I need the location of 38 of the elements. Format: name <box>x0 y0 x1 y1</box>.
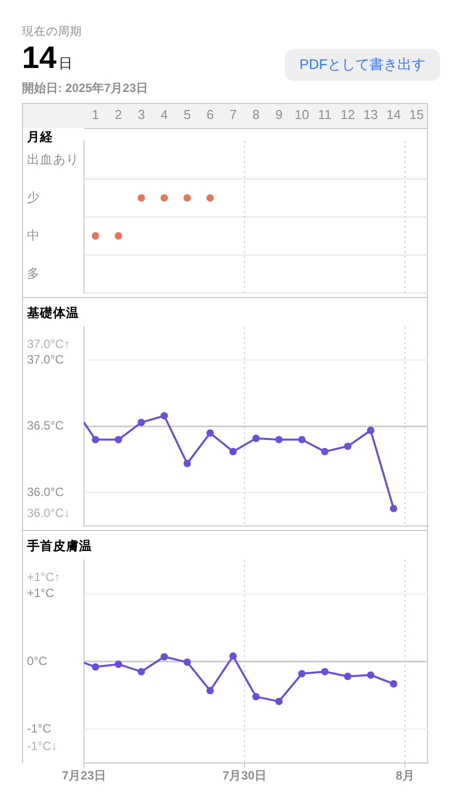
y-tick-label: 37.0°C <box>27 352 64 366</box>
x-tick-label: 15 <box>409 106 424 122</box>
x-tick-label: 1 <box>92 106 100 122</box>
x-tick-label: 7月30日 <box>222 768 267 783</box>
x-tick-label: 2 <box>114 106 122 122</box>
x-tick-label: 4 <box>160 106 168 122</box>
export-button: PDFとして書き出す <box>285 49 440 81</box>
chart-title: 基礎体温 <box>27 306 79 321</box>
y-tick-label: 中 <box>27 228 40 242</box>
x-tick-label: 5 <box>184 106 191 122</box>
x-tick-label: 12 <box>340 106 355 122</box>
text: 開始日: 2025年7月23日 <box>22 80 148 97</box>
x-tick-label: 11 <box>318 106 332 122</box>
text: +1°C↑ <box>27 570 60 584</box>
text: -1°C↓ <box>27 739 58 753</box>
y-tick-label: +1°C <box>27 586 54 600</box>
y-tick-label: 36.0°C <box>27 484 64 499</box>
x-tick-label: 14 <box>386 106 401 122</box>
chart-title: 手首皮膚温 <box>27 539 92 554</box>
x-tick-label: 8 <box>252 106 260 122</box>
y-tick-label: -1°C <box>27 721 52 736</box>
y-tick-label: 多 <box>27 266 40 280</box>
y-tick-label: 少 <box>27 190 40 204</box>
y-tick-label: 36.5°C <box>27 418 64 433</box>
x-tick-label: 3 <box>138 106 145 122</box>
y-tick-label: 0°C <box>27 654 48 668</box>
x-tick-label: 7月23日 <box>62 768 106 783</box>
x-tick-label: 7 <box>229 106 237 122</box>
text: 現在の周期 <box>22 24 82 39</box>
x-tick-label: 9 <box>275 106 283 122</box>
x-tick-label: 10 <box>294 106 310 122</box>
text: 36.0°C↓ <box>27 506 70 520</box>
x-tick-label: 6 <box>206 106 214 122</box>
text: 37.0°C↑ <box>27 337 70 351</box>
x-tick-label: 8月 <box>396 768 414 783</box>
chart-title: 月経 <box>27 130 53 145</box>
y-tick-label: 出血あり <box>27 152 79 166</box>
x-tick-label: 13 <box>363 106 378 122</box>
